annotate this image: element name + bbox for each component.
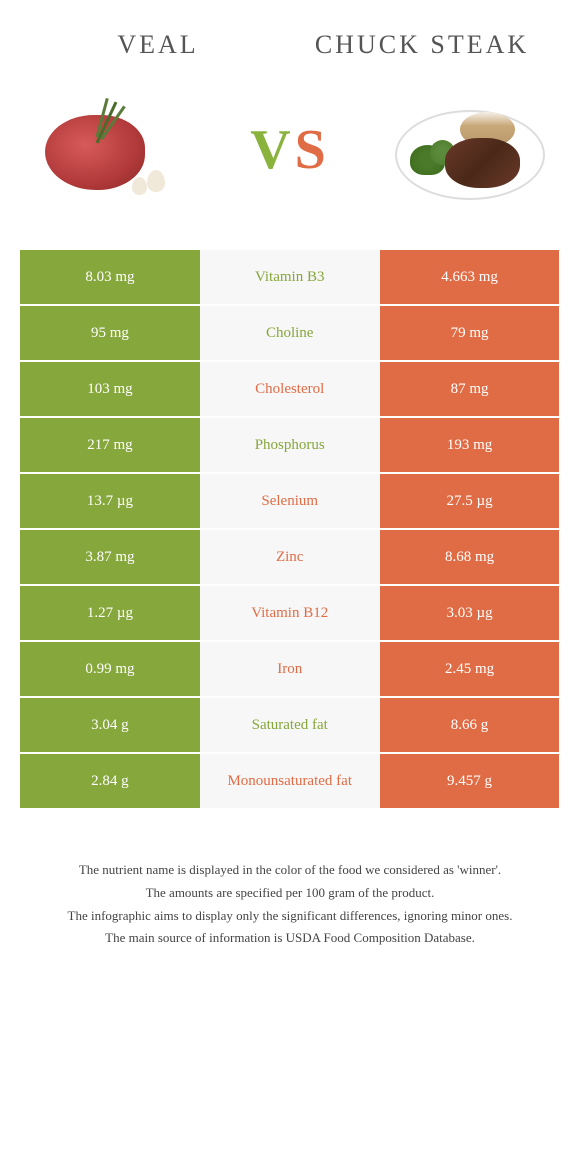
left-food-title: Veal — [50, 30, 266, 60]
left-value-cell: 3.04 g — [20, 698, 200, 752]
broccoli-icon — [410, 145, 445, 175]
nutrient-row: 2.84 gMonounsaturated fat9.457 g — [20, 754, 560, 808]
nutrient-name-cell: Saturated fat — [200, 698, 380, 752]
left-value-cell: 103 mg — [20, 362, 200, 416]
right-value-cell: 79 mg — [380, 306, 560, 360]
footer-line: The amounts are specified per 100 gram o… — [40, 883, 540, 904]
nutrient-name-cell: Selenium — [200, 474, 380, 528]
right-value-cell: 3.03 µg — [380, 586, 560, 640]
right-value-cell: 87 mg — [380, 362, 560, 416]
nutrient-name-cell: Monounsaturated fat — [200, 754, 380, 808]
nutrient-row: 3.87 mgZinc8.68 mg — [20, 530, 560, 584]
nutrient-name-cell: Zinc — [200, 530, 380, 584]
veal-meat-icon — [45, 115, 145, 190]
nutrient-row: 3.04 gSaturated fat8.66 g — [20, 698, 560, 752]
left-value-cell: 0.99 mg — [20, 642, 200, 696]
left-food-image — [30, 90, 190, 210]
nutrient-table: 8.03 mgVitamin B34.663 mg95 mgCholine79 … — [0, 250, 580, 808]
right-food-title-wrap: Chuck steak — [314, 30, 530, 60]
garlic-icon — [132, 177, 147, 195]
nutrient-name-cell: Cholesterol — [200, 362, 380, 416]
left-value-cell: 8.03 mg — [20, 250, 200, 304]
nutrient-row: 95 mgCholine79 mg — [20, 306, 560, 360]
right-value-cell: 8.68 mg — [380, 530, 560, 584]
right-value-cell: 27.5 µg — [380, 474, 560, 528]
infographic-container: Veal Chuck steak VS 8.03 mgVitamin B34.6… — [0, 0, 580, 971]
nutrient-name-cell: Iron — [200, 642, 380, 696]
right-food-image — [390, 90, 550, 210]
right-value-cell: 2.45 mg — [380, 642, 560, 696]
footer-line: The main source of information is USDA F… — [40, 928, 540, 949]
footer-notes: The nutrient name is displayed in the co… — [0, 810, 580, 971]
footer-line: The infographic aims to display only the… — [40, 906, 540, 927]
steak-meat-icon — [445, 138, 520, 188]
nutrient-name-cell: Vitamin B12 — [200, 586, 380, 640]
right-value-cell: 4.663 mg — [380, 250, 560, 304]
nutrient-row: 0.99 mgIron2.45 mg — [20, 642, 560, 696]
vs-row: VS — [0, 70, 580, 250]
left-value-cell: 1.27 µg — [20, 586, 200, 640]
nutrient-name-cell: Vitamin B3 — [200, 250, 380, 304]
nutrient-name-cell: Phosphorus — [200, 418, 380, 472]
right-value-cell: 9.457 g — [380, 754, 560, 808]
nutrient-row: 1.27 µgVitamin B123.03 µg — [20, 586, 560, 640]
nutrient-name-cell: Choline — [200, 306, 380, 360]
nutrient-row: 103 mgCholesterol87 mg — [20, 362, 560, 416]
footer-line: The nutrient name is displayed in the co… — [40, 860, 540, 881]
right-value-cell: 8.66 g — [380, 698, 560, 752]
left-value-cell: 217 mg — [20, 418, 200, 472]
nutrient-row: 8.03 mgVitamin B34.663 mg — [20, 250, 560, 304]
nutrient-row: 217 mgPhosphorus193 mg — [20, 418, 560, 472]
header: Veal Chuck steak — [0, 0, 580, 70]
nutrient-row: 13.7 µgSelenium27.5 µg — [20, 474, 560, 528]
left-food-title-wrap: Veal — [50, 30, 266, 60]
left-value-cell: 2.84 g — [20, 754, 200, 808]
left-value-cell: 13.7 µg — [20, 474, 200, 528]
right-value-cell: 193 mg — [380, 418, 560, 472]
vs-label: VS — [250, 118, 330, 182]
right-food-title: Chuck steak — [314, 30, 530, 60]
left-value-cell: 3.87 mg — [20, 530, 200, 584]
garlic-icon — [147, 170, 165, 192]
left-value-cell: 95 mg — [20, 306, 200, 360]
